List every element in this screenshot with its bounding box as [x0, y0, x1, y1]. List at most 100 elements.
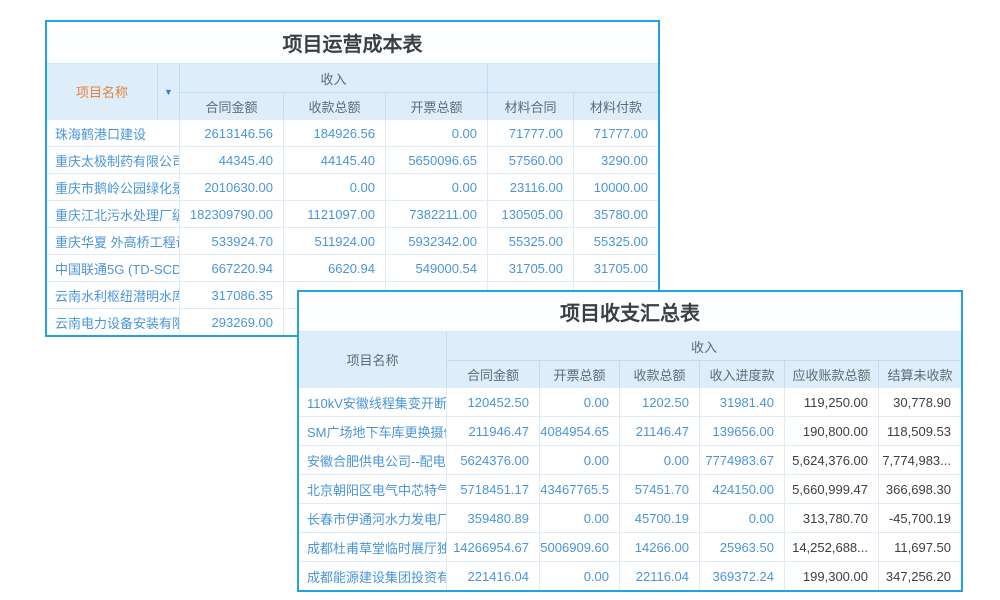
table1-title: 项目运营成本表	[47, 22, 658, 64]
value-cell: 71777.00	[487, 119, 573, 146]
table-row[interactable]: 110kV安徽线程集变开断线 120452.50 0.00 1202.50 31981.…	[299, 387, 961, 416]
value-cell: 22116.04	[619, 561, 699, 590]
table-row[interactable]: 重庆太极制药有限公司 44345.40 44145.40 5650096.65 5756…	[47, 146, 658, 173]
value-cell: 65006909.60	[539, 532, 619, 561]
value-cell: 21146.47	[619, 416, 699, 445]
value-cell: 118,509.53	[878, 416, 961, 445]
table-row[interactable]: 重庆华夏 外高桥工程设 533924.70 511924.00 5932342.00 5…	[47, 227, 658, 254]
value-cell: 0.00	[385, 173, 487, 200]
value-cell: 211946.47	[446, 416, 539, 445]
table1-col-invoiced-total: 开票总额	[385, 92, 487, 119]
value-cell: 667220.94	[179, 254, 283, 281]
table2-col-income-progress: 收入进度款	[699, 360, 784, 387]
value-cell: 7382211.00	[385, 200, 487, 227]
value-cell: 6620.94	[283, 254, 385, 281]
value-cell	[283, 281, 385, 308]
project-name-cell: 安徽合肥供电公司--配电设	[299, 445, 446, 474]
value-cell: 549000.54	[385, 254, 487, 281]
value-cell: 64084954.65	[539, 416, 619, 445]
table1-col-contract-amount: 合同金额	[179, 92, 283, 119]
value-cell: 293269.00	[179, 308, 283, 335]
project-name-cell: 成都能源建设集团投资有限	[299, 561, 446, 590]
value-cell: 5,660,999.47	[784, 474, 878, 503]
table-row[interactable]: 成都能源建设集团投资有限221416.040.0022116.04369372.…	[299, 561, 961, 590]
value-cell: 0.00	[385, 119, 487, 146]
value-cell: 57560.00	[487, 146, 573, 173]
table1-header: 项目名称 ▼ 收入 合同金额 收款总额 开票总额 材料合同 材料付款	[47, 64, 658, 119]
value-cell: 7774983.67	[699, 445, 784, 474]
table-row[interactable]: 珠海鹤港口建设 2613146.56 184926.56 0.00 71777.00 71…	[47, 119, 658, 146]
value-cell: 1121097.00	[283, 200, 385, 227]
value-cell: 2010630.00	[179, 173, 283, 200]
table1-material-group-header	[487, 64, 658, 92]
value-cell: 182309790.00	[179, 200, 283, 227]
value-cell: 221416.04	[446, 561, 539, 590]
project-name-cell: 重庆江北污水处理厂级	[47, 200, 179, 227]
value-cell: 25963.50	[699, 532, 784, 561]
value-cell: 35780.00	[573, 200, 658, 227]
value-cell: 55325.00	[573, 227, 658, 254]
table2-header: 项目名称 收入 合同金额 开票总额 收款总额 收入进度款 应收账款总额 结算未收…	[299, 332, 961, 387]
value-cell: 0.00	[699, 503, 784, 532]
table-row[interactable]: 安徽合肥供电公司--配电设 5624376.00 0.00 0.00 7774983.6…	[299, 445, 961, 474]
value-cell: 44145.40	[283, 146, 385, 173]
value-cell: 359480.89	[446, 503, 539, 532]
value-cell: 23116.00	[487, 173, 573, 200]
value-cell: 130505.00	[487, 200, 573, 227]
value-cell: 190,800.00	[784, 416, 878, 445]
table2-body: 110kV安徽线程集变开断线 120452.50 0.00 1202.50 31981.…	[299, 387, 961, 590]
value-cell: 366,698.30	[878, 474, 961, 503]
table-row[interactable]: 重庆市鹅岭公园绿化景 2010630.00 0.00 0.00 23116.00 1000…	[47, 173, 658, 200]
table-row[interactable]: 成都杜甫草堂临时展厅独立14266954.6765006909.6014266.…	[299, 532, 961, 561]
filter-arrow-icon[interactable]: ▼	[164, 86, 173, 97]
value-cell: 119,250.00	[784, 387, 878, 416]
value-cell: 120452.50	[446, 387, 539, 416]
value-cell: 31705.00	[487, 254, 573, 281]
table-row[interactable]: 北京朝阳区电气中芯特气系5718451.17343467765.557451.7…	[299, 474, 961, 503]
value-cell: 14266.00	[619, 532, 699, 561]
project-name-cell: 中国联通5G (TD-SCD	[47, 254, 179, 281]
value-cell: 14,252,688...	[784, 532, 878, 561]
value-cell: 3290.00	[573, 146, 658, 173]
value-cell: 11,697.50	[878, 532, 961, 561]
value-cell: 533924.70	[179, 227, 283, 254]
value-cell: 2613146.56	[179, 119, 283, 146]
value-cell: 184926.56	[283, 119, 385, 146]
table-row[interactable]: 重庆江北污水处理厂级 182309790.00 1121097.00 7382211.…	[47, 200, 658, 227]
value-cell: 313,780.70	[784, 503, 878, 532]
value-cell: 0.00	[619, 445, 699, 474]
project-name-cell: 重庆太极制药有限公司	[47, 146, 179, 173]
project-name-cell: 云南水利枢纽潜明水库	[47, 281, 179, 308]
table-row[interactable]: 长春市伊通河水力发电厂改359480.890.0045700.190.00313…	[299, 503, 961, 532]
value-cell: 5,624,376.00	[784, 445, 878, 474]
project-name-cell: 珠海鹤港口建设	[47, 119, 179, 146]
value-cell: 0.00	[283, 173, 385, 200]
value-cell: 343467765.5	[539, 474, 619, 503]
value-cell: 1202.50	[619, 387, 699, 416]
value-cell: 347,256.20	[878, 561, 961, 590]
table-row[interactable]: SM广场地下车库更换摄像机211946.4764084954.6521146.4…	[299, 416, 961, 445]
filter-dropdown-button[interactable]: ▼	[157, 64, 179, 119]
project-name-cell: 110kV安徽线程集变开断线	[299, 387, 446, 416]
value-cell: 55325.00	[487, 227, 573, 254]
value-cell: 424150.00	[699, 474, 784, 503]
project-name-cell: 重庆市鹅岭公园绿化景	[47, 173, 179, 200]
value-cell: 44345.40	[179, 146, 283, 173]
value-cell: 7,774,983...	[878, 445, 961, 474]
value-cell: -45,700.19	[878, 503, 961, 532]
table1-col-received-total: 收款总额	[283, 92, 385, 119]
project-name-cell: 成都杜甫草堂临时展厅独立	[299, 532, 446, 561]
value-cell: 31705.00	[573, 254, 658, 281]
value-cell: 0.00	[539, 561, 619, 590]
value-cell: 511924.00	[283, 227, 385, 254]
value-cell: 5624376.00	[446, 445, 539, 474]
value-cell: 0.00	[539, 503, 619, 532]
value-cell: 31981.40	[699, 387, 784, 416]
value-cell: 139656.00	[699, 416, 784, 445]
project-name-cell: SM广场地下车库更换摄像机	[299, 416, 446, 445]
table-row[interactable]: 中国联通5G (TD-SCD 667220.94 6620.94 549000.54 3…	[47, 254, 658, 281]
table2-col-settlement-unreceived: 结算未收款	[878, 360, 961, 387]
table2-col-invoiced-total: 开票总额	[539, 360, 619, 387]
table1-col-material-contract: 材料合同	[487, 92, 573, 119]
value-cell: 317086.35	[179, 281, 283, 308]
